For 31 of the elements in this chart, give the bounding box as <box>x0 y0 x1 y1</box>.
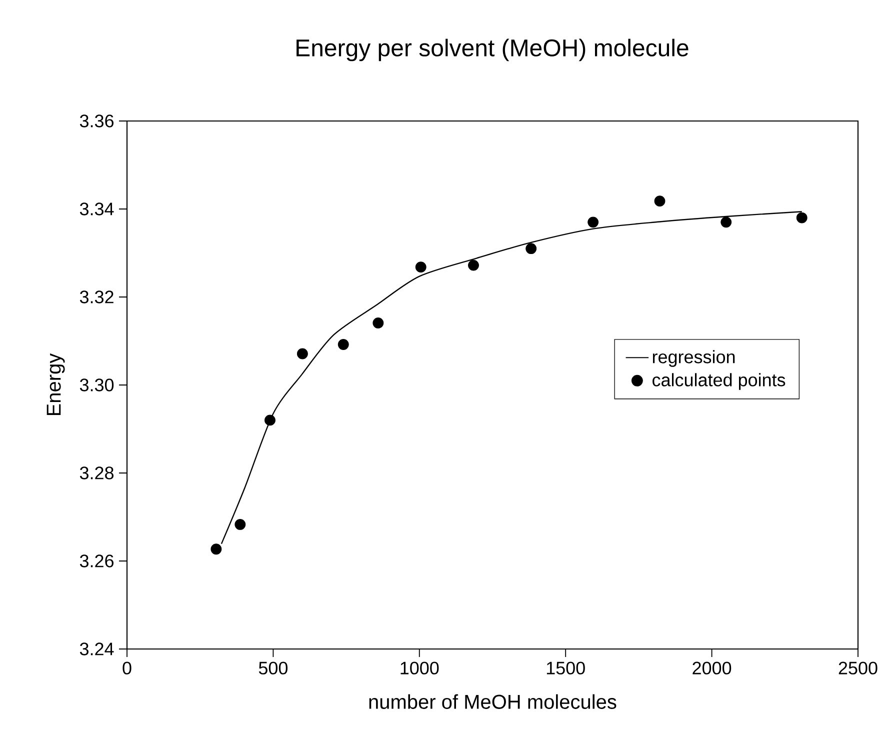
point <box>796 212 808 224</box>
point <box>296 348 308 360</box>
y-tick-label: 3.34 <box>80 202 114 216</box>
x-tick-label: 0 <box>122 662 132 674</box>
x-tick-label: 2000 <box>692 662 732 674</box>
chart-title: Energy per solvent (MeOH) molecule <box>296 38 688 62</box>
x-tick-label: 2500 <box>838 662 878 674</box>
point <box>210 544 222 555</box>
legend-label: calculated points <box>652 373 786 390</box>
x-tick-label: 500 <box>258 662 288 674</box>
x-axis-title: number of MeOH molecules <box>369 694 616 709</box>
y-axis-title: Energy <box>46 353 65 416</box>
x-tick-label: 1500 <box>546 662 585 674</box>
legend-label: regression <box>652 350 735 367</box>
y-tick-label: 3.36 <box>80 114 114 128</box>
point <box>526 243 537 254</box>
y-tick-label: 3.28 <box>80 466 114 480</box>
point <box>234 518 246 530</box>
point <box>264 414 276 426</box>
x-tick-label: 1000 <box>400 662 439 674</box>
point <box>415 262 426 273</box>
point <box>468 260 479 271</box>
point <box>588 216 599 228</box>
point <box>654 196 666 207</box>
point <box>720 216 732 228</box>
y-tick-label: 3.24 <box>80 642 114 656</box>
point <box>372 317 384 328</box>
y-tick-label: 3.30 <box>80 378 114 392</box>
point <box>338 339 349 350</box>
y-tick-label: 3.32 <box>80 290 114 304</box>
y-tick-label: 3.26 <box>80 554 114 568</box>
